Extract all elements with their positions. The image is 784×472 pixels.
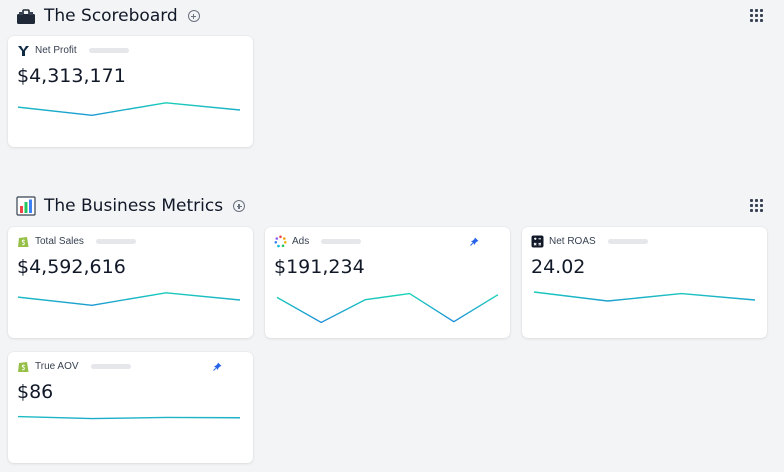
card-label: Total Sales [35, 236, 84, 247]
card-label: Net ROAS [549, 236, 596, 247]
section-header-business-metrics: The Business Metrics [16, 196, 246, 216]
card-label: Ads [292, 236, 310, 247]
add-metric-button[interactable] [187, 10, 200, 22]
calculator-icon [531, 235, 544, 248]
card-value: $86 [17, 381, 54, 403]
card-value: $191,234 [274, 256, 365, 278]
card-header: Total Sales [17, 235, 136, 248]
pin-icon[interactable] [470, 237, 479, 246]
metric-card-net-profit[interactable]: Net Profit $4,313,171 [8, 36, 253, 147]
card-value: $4,592,616 [17, 256, 126, 278]
section-title: The Scoreboard [44, 6, 178, 26]
grid-menu-icon[interactable] [750, 199, 764, 213]
card-value: 24.02 [531, 256, 586, 278]
grid-menu-icon[interactable] [750, 9, 764, 23]
sparkline [17, 292, 241, 306]
triple-whale-logo-icon [17, 44, 30, 57]
card-header: Net ROAS [531, 235, 648, 248]
metric-card-net-roas[interactable]: Net ROAS 24.02 [522, 227, 767, 338]
metric-card-true-aov[interactable]: True AOV $86 [8, 352, 253, 463]
loading-placeholder [607, 239, 648, 244]
sparkline-path [533, 291, 756, 302]
shopify-icon [17, 360, 30, 373]
sparkline-path [17, 292, 241, 306]
sparkline [17, 415, 241, 420]
bar-chart-icon [16, 196, 36, 216]
card-header: Ads [274, 235, 362, 248]
card-label: Net Profit [35, 45, 77, 56]
add-metric-button[interactable] [233, 200, 246, 212]
section-title: The Business Metrics [44, 196, 224, 216]
card-header: Net Profit [17, 44, 129, 57]
card-header: True AOV [17, 360, 131, 373]
section-header-scoreboard: The Scoreboard [16, 6, 200, 26]
loading-placeholder [90, 364, 131, 369]
toolbox-icon [16, 6, 36, 26]
loading-placeholder [321, 239, 362, 244]
sparkline-path [276, 292, 499, 324]
card-value: $4,313,171 [17, 65, 126, 87]
sparkline-path [17, 102, 241, 116]
sparkline [533, 291, 756, 302]
metric-card-ads[interactable]: Ads $191,234 [265, 227, 510, 338]
ads-dots-icon [274, 235, 287, 248]
card-label: True AOV [35, 361, 79, 372]
metric-card-total-sales[interactable]: Total Sales $4,592,616 [8, 227, 253, 338]
loading-placeholder [88, 48, 129, 53]
sparkline-path [17, 415, 241, 420]
loading-placeholder [95, 239, 136, 244]
pin-icon[interactable] [213, 362, 222, 371]
shopify-icon [17, 235, 30, 248]
sparkline [276, 292, 499, 324]
sparkline [17, 102, 241, 116]
